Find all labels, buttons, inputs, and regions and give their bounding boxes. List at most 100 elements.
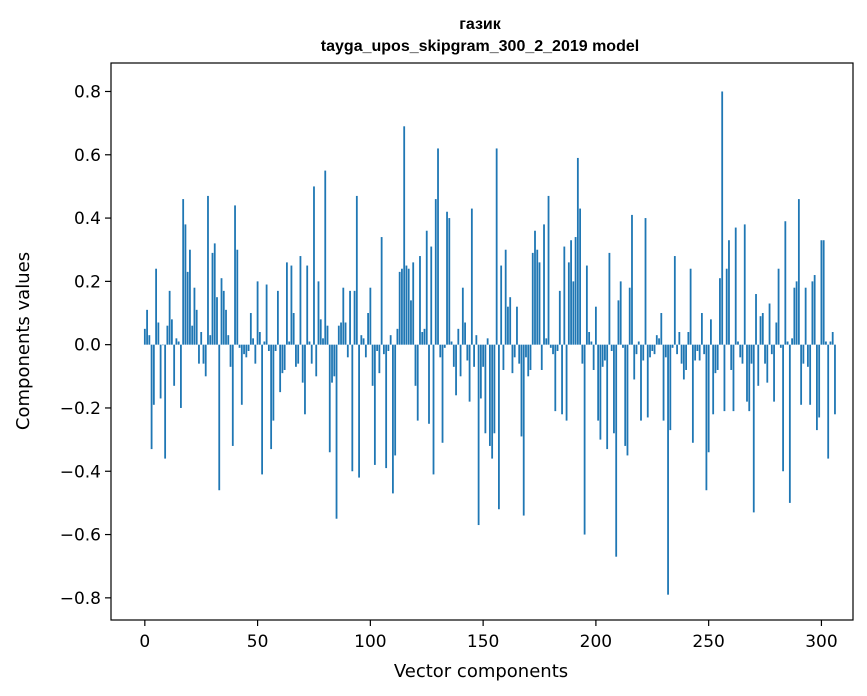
bar-273 xyxy=(759,316,762,345)
bar-239 xyxy=(682,344,685,380)
bar-253 xyxy=(714,344,717,374)
bar-301 xyxy=(822,240,825,345)
bar-2 xyxy=(148,335,151,345)
bar-247 xyxy=(700,313,703,345)
bar-152 xyxy=(486,338,489,345)
bar-60 xyxy=(279,344,282,393)
bar-282 xyxy=(779,344,782,348)
bar-131 xyxy=(439,344,442,358)
bar-205 xyxy=(606,344,609,450)
x-axis-ticks: 0 50 100 150 200 250 300 xyxy=(139,620,838,652)
bar-19 xyxy=(186,271,189,345)
bar-251 xyxy=(710,319,712,345)
bar-179 xyxy=(547,195,550,345)
bar-64 xyxy=(288,341,291,345)
bar-199 xyxy=(592,344,595,370)
bar-208 xyxy=(613,344,615,434)
bar-23 xyxy=(195,309,198,345)
bar-31 xyxy=(213,243,216,345)
bar-102 xyxy=(373,344,376,465)
bar-241 xyxy=(687,332,690,345)
bar-202 xyxy=(599,344,602,440)
bar-32 xyxy=(216,297,218,345)
bar-119 xyxy=(412,262,415,345)
bar-43 xyxy=(240,344,243,405)
bar-118 xyxy=(410,300,412,345)
bar-140 xyxy=(459,344,462,377)
bar-49 xyxy=(254,344,257,364)
bar-289 xyxy=(795,281,798,345)
bar-185 xyxy=(561,344,563,415)
bar-283 xyxy=(782,344,784,472)
bar-133 xyxy=(443,344,446,348)
bar-46 xyxy=(247,344,250,351)
bar-137 xyxy=(452,344,455,367)
bar-128 xyxy=(432,344,435,475)
bar-85 xyxy=(335,344,338,519)
bar-285 xyxy=(786,341,789,345)
bar-169 xyxy=(525,344,527,358)
bar-277 xyxy=(768,303,771,345)
bar-93 xyxy=(353,290,356,345)
bar-12 xyxy=(170,319,173,345)
x-tick-label: 300 xyxy=(805,632,837,652)
bar-279 xyxy=(773,344,775,402)
bar-105 xyxy=(380,237,383,345)
bar-240 xyxy=(685,344,687,370)
bar-113 xyxy=(398,271,401,345)
bar-284 xyxy=(784,221,787,345)
bar-124 xyxy=(423,328,426,345)
bar-78 xyxy=(319,319,322,345)
bar-38 xyxy=(229,344,232,367)
bar-178 xyxy=(545,338,548,345)
bar-174 xyxy=(536,249,539,345)
bar-182 xyxy=(554,344,557,412)
bar-101 xyxy=(371,344,374,386)
bar-181 xyxy=(552,344,554,355)
bar-9 xyxy=(164,344,167,459)
bar-191 xyxy=(574,237,577,345)
bar-132 xyxy=(441,344,444,443)
bar-84 xyxy=(333,344,336,377)
plot-frame xyxy=(110,62,854,621)
bar-259 xyxy=(728,240,730,345)
bar-280 xyxy=(775,322,778,345)
bar-40 xyxy=(234,205,236,345)
bar-17 xyxy=(182,199,185,345)
bar-248 xyxy=(703,344,706,355)
bar-150 xyxy=(482,344,485,367)
bar-269 xyxy=(750,344,753,364)
bar-104 xyxy=(378,344,381,374)
bar-275 xyxy=(764,344,766,364)
bar-302 xyxy=(825,341,827,345)
bar-264 xyxy=(739,344,742,358)
bar-261 xyxy=(732,344,735,412)
bar-215 xyxy=(628,287,631,345)
bar-255 xyxy=(719,278,721,345)
bar-135 xyxy=(448,218,451,345)
bar-71 xyxy=(304,344,306,415)
bar-97 xyxy=(362,338,365,345)
bar-295 xyxy=(809,344,812,405)
y-tick-label: −0.4 xyxy=(60,462,101,482)
bar-52 xyxy=(261,344,263,475)
bar-188 xyxy=(567,262,570,345)
bar-209 xyxy=(615,344,618,557)
bar-171 xyxy=(529,344,532,370)
bar-122 xyxy=(419,256,421,345)
bar-34 xyxy=(220,278,223,345)
bar-149 xyxy=(479,344,482,399)
bar-22 xyxy=(193,287,196,345)
bar-42 xyxy=(238,344,241,348)
bar-54 xyxy=(265,284,268,345)
bar-187 xyxy=(565,344,568,421)
bar-76 xyxy=(315,344,318,377)
y-tick-label: 0.4 xyxy=(74,209,101,229)
bar-14 xyxy=(175,338,178,345)
bar-144 xyxy=(468,344,471,402)
bar-94 xyxy=(355,195,358,345)
bar-211 xyxy=(619,281,622,345)
bar-7 xyxy=(159,344,162,399)
bar-74 xyxy=(310,344,313,364)
bar-114 xyxy=(401,268,403,345)
